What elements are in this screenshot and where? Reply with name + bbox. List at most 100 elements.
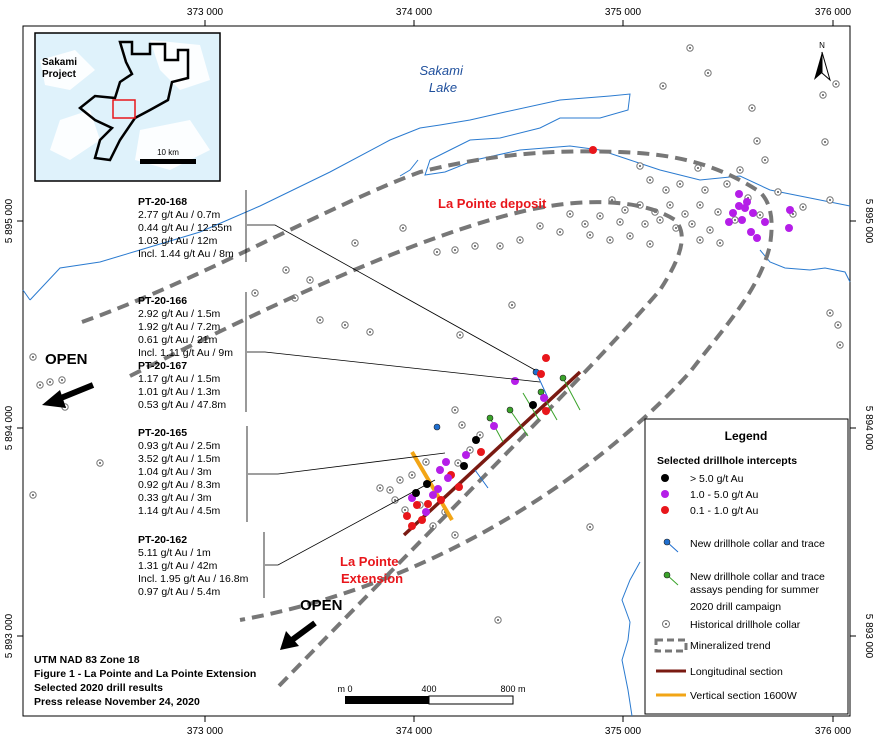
historical-collar	[832, 80, 840, 88]
historical-collar	[516, 236, 524, 244]
historical-collar	[636, 162, 644, 170]
historical-collar	[753, 137, 761, 145]
coord-top-376: 376 000	[815, 7, 852, 18]
grid-ticks	[17, 20, 856, 722]
historical-collar	[666, 201, 674, 209]
intercept-point-mid	[761, 218, 769, 226]
new-collars	[433, 368, 567, 431]
new-drillhole-traces	[474, 371, 581, 489]
intercept-point-low	[542, 354, 550, 362]
legend-pending-collar-icon	[663, 571, 679, 586]
historical-collar	[701, 186, 709, 194]
inset-project-label: Sakami Project	[42, 57, 80, 80]
intercept-point-low	[418, 516, 426, 524]
intercept-point-low	[537, 370, 545, 378]
historical-collar	[396, 476, 404, 484]
intercept-point-mid	[735, 190, 743, 198]
historical-collar	[821, 138, 829, 146]
coord-bottom-373: 373 000	[187, 726, 224, 737]
intercept-point-low	[477, 448, 485, 456]
legend-long-section-label: Longitudinal section	[690, 666, 783, 678]
legend-trend-swatch	[654, 638, 688, 653]
historical-collar	[341, 321, 349, 329]
legend-vert-section-label: Vertical section 1600W	[690, 690, 797, 702]
callout-pt-20-162: PT-20-162 5.11 g/t Au / 1m 1.31 g/t Au /…	[138, 534, 249, 598]
historical-collar	[433, 248, 441, 256]
legend-title: Legend	[725, 429, 768, 443]
legend: Legend Selected drillhole intercepts > 5…	[644, 418, 849, 715]
historical-collar	[458, 421, 466, 429]
historical-collar	[723, 180, 731, 188]
inset-location-box	[112, 99, 136, 119]
historical-collar	[616, 218, 624, 226]
historical-collar	[566, 210, 574, 218]
intercept-point-low	[542, 407, 550, 415]
historical-collar	[676, 180, 684, 188]
historical-collar	[826, 196, 834, 204]
historical-collar	[586, 231, 594, 239]
historical-collar	[581, 220, 589, 228]
intercept-point-mid	[422, 508, 430, 516]
coord-left-5895000: 5 895 000	[4, 198, 15, 243]
deposit-label: La Pointe deposit	[438, 196, 547, 211]
intercept-point-mid	[462, 451, 470, 459]
historical-collar	[29, 491, 37, 499]
svg-text:1.03 g/t Au / 12m: 1.03 g/t Au / 12m	[138, 235, 218, 247]
historical-collar	[696, 201, 704, 209]
historical-collar	[454, 459, 462, 467]
historical-collar	[508, 301, 516, 309]
historical-collar	[681, 210, 689, 218]
historical-collar	[306, 276, 314, 284]
intercept-point-mid	[786, 206, 794, 214]
svg-text:Incl. 1.95 g/t Au / 16.8m: Incl. 1.95 g/t Au / 16.8m	[138, 573, 249, 585]
svg-text:0.33 g/t Au / 3m: 0.33 g/t Au / 3m	[138, 492, 212, 504]
historical-collar	[451, 406, 459, 414]
historical-collar	[46, 378, 54, 386]
intercept-point-low	[455, 483, 463, 491]
legend-trend-label: Mineralized trend	[690, 640, 771, 652]
svg-text:400: 400	[421, 684, 436, 694]
historical-collar	[826, 309, 834, 317]
intercept-point-mid	[436, 466, 444, 474]
callout-leaders	[245, 190, 541, 598]
historical-collar	[96, 459, 104, 467]
historical-collar	[494, 616, 502, 624]
extension-label: La Pointe Extension	[340, 554, 403, 586]
open-arrow-west-icon	[42, 382, 95, 408]
intercept-point-mid	[511, 377, 519, 385]
legend-high-label: > 5.0 g/t Au	[690, 473, 744, 485]
intercept-point-high	[472, 436, 480, 444]
svg-text:N: N	[819, 41, 825, 50]
mineralized-trend	[81, 149, 774, 692]
legend-pending-label: New drillhole collar and trace assays pe…	[690, 571, 828, 613]
historical-collar	[662, 186, 670, 194]
intercept-point-mid	[540, 394, 548, 402]
north-arrow-icon: N	[814, 41, 831, 82]
historical-collar	[58, 376, 66, 384]
historical-collar	[251, 289, 259, 297]
open-label-west: OPEN	[45, 351, 88, 368]
intercept-point-mid	[741, 204, 749, 212]
historical-collar	[799, 203, 807, 211]
coord-bottom-375: 375 000	[605, 726, 642, 737]
coord-bottom-376: 376 000	[815, 726, 852, 737]
callout-pt-20-168: PT-20-168 2.77 g/t Au / 0.7m 0.44 g/t Au…	[138, 196, 234, 260]
historical-collar	[351, 239, 359, 247]
legend-mid-label: 1.0 - 5.0 g/t Au	[690, 489, 758, 501]
historical-collar	[29, 353, 37, 361]
historical-collar	[596, 212, 604, 220]
coord-top-375: 375 000	[605, 7, 642, 18]
historical-collar	[316, 316, 324, 324]
svg-text:1.04 g/t Au / 3m: 1.04 g/t Au / 3m	[138, 466, 212, 478]
svg-text:1.14 g/t Au / 4.5m: 1.14 g/t Au / 4.5m	[138, 505, 221, 517]
historical-collar	[688, 220, 696, 228]
coord-bottom-374: 374 000	[396, 726, 433, 737]
historical-collar	[282, 266, 290, 274]
historical-collar	[451, 246, 459, 254]
intercept-point-mid	[444, 474, 452, 482]
historical-collar	[476, 431, 484, 439]
historical-collar	[36, 381, 44, 389]
svg-text:1.92 g/t Au / 7.2m: 1.92 g/t Au / 7.2m	[138, 321, 221, 333]
historical-collar	[496, 242, 504, 250]
open-arrow-southwest-icon	[280, 620, 317, 650]
